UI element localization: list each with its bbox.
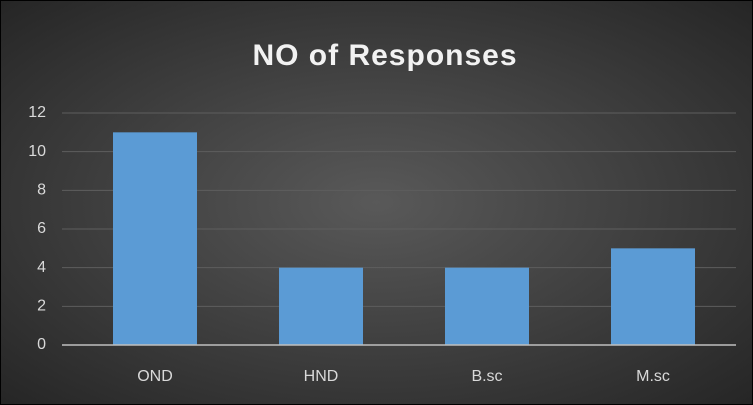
y-tick-label: 12 xyxy=(28,104,46,121)
x-tick-label: B.sc xyxy=(471,368,502,385)
x-tick-label: M.sc xyxy=(636,368,670,385)
y-tick-label: 10 xyxy=(28,143,46,160)
y-tick-label: 4 xyxy=(37,259,46,276)
chart-title: NO of Responses xyxy=(252,39,517,72)
y-tick-label: 8 xyxy=(37,182,46,199)
y-tick-label: 6 xyxy=(37,220,46,237)
bar xyxy=(113,132,197,345)
y-tick-label: 2 xyxy=(37,298,46,315)
bar xyxy=(445,267,529,345)
x-tick-label: HND xyxy=(304,368,339,385)
bar xyxy=(611,248,695,345)
y-tick-label: 0 xyxy=(37,336,46,353)
x-tick-label: OND xyxy=(137,368,173,385)
bar xyxy=(279,267,363,345)
